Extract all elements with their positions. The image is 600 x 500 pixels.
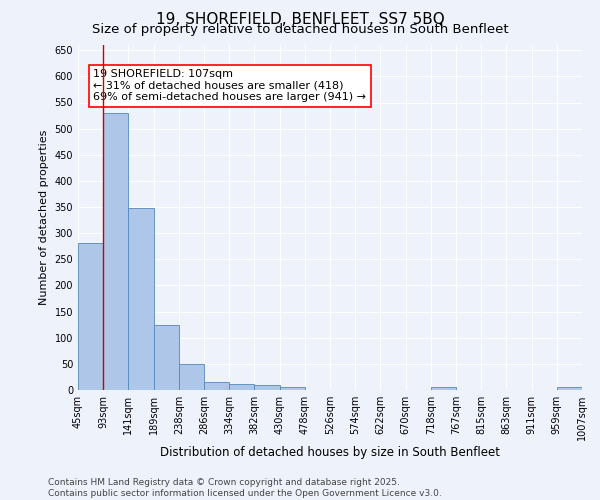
Text: 19, SHOREFIELD, BENFLEET, SS7 5BQ: 19, SHOREFIELD, BENFLEET, SS7 5BQ: [155, 12, 445, 28]
Y-axis label: Number of detached properties: Number of detached properties: [39, 130, 49, 305]
Bar: [254, 386, 280, 390]
Bar: [280, 387, 305, 390]
Bar: [431, 388, 456, 390]
Text: Size of property relative to detached houses in South Benfleet: Size of property relative to detached ho…: [92, 22, 508, 36]
Bar: [78, 242, 103, 390]
Bar: [128, 208, 154, 390]
Bar: [557, 388, 582, 390]
Bar: [204, 382, 229, 390]
Text: Contains HM Land Registry data © Crown copyright and database right 2025.
Contai: Contains HM Land Registry data © Crown c…: [48, 478, 442, 498]
Text: 19 SHOREFIELD: 107sqm
← 31% of detached houses are smaller (418)
69% of semi-det: 19 SHOREFIELD: 107sqm ← 31% of detached …: [93, 69, 366, 102]
X-axis label: Distribution of detached houses by size in South Benfleet: Distribution of detached houses by size …: [160, 446, 500, 459]
Bar: [154, 324, 179, 390]
Bar: [103, 113, 128, 390]
Bar: [229, 384, 254, 390]
Bar: [179, 364, 204, 390]
